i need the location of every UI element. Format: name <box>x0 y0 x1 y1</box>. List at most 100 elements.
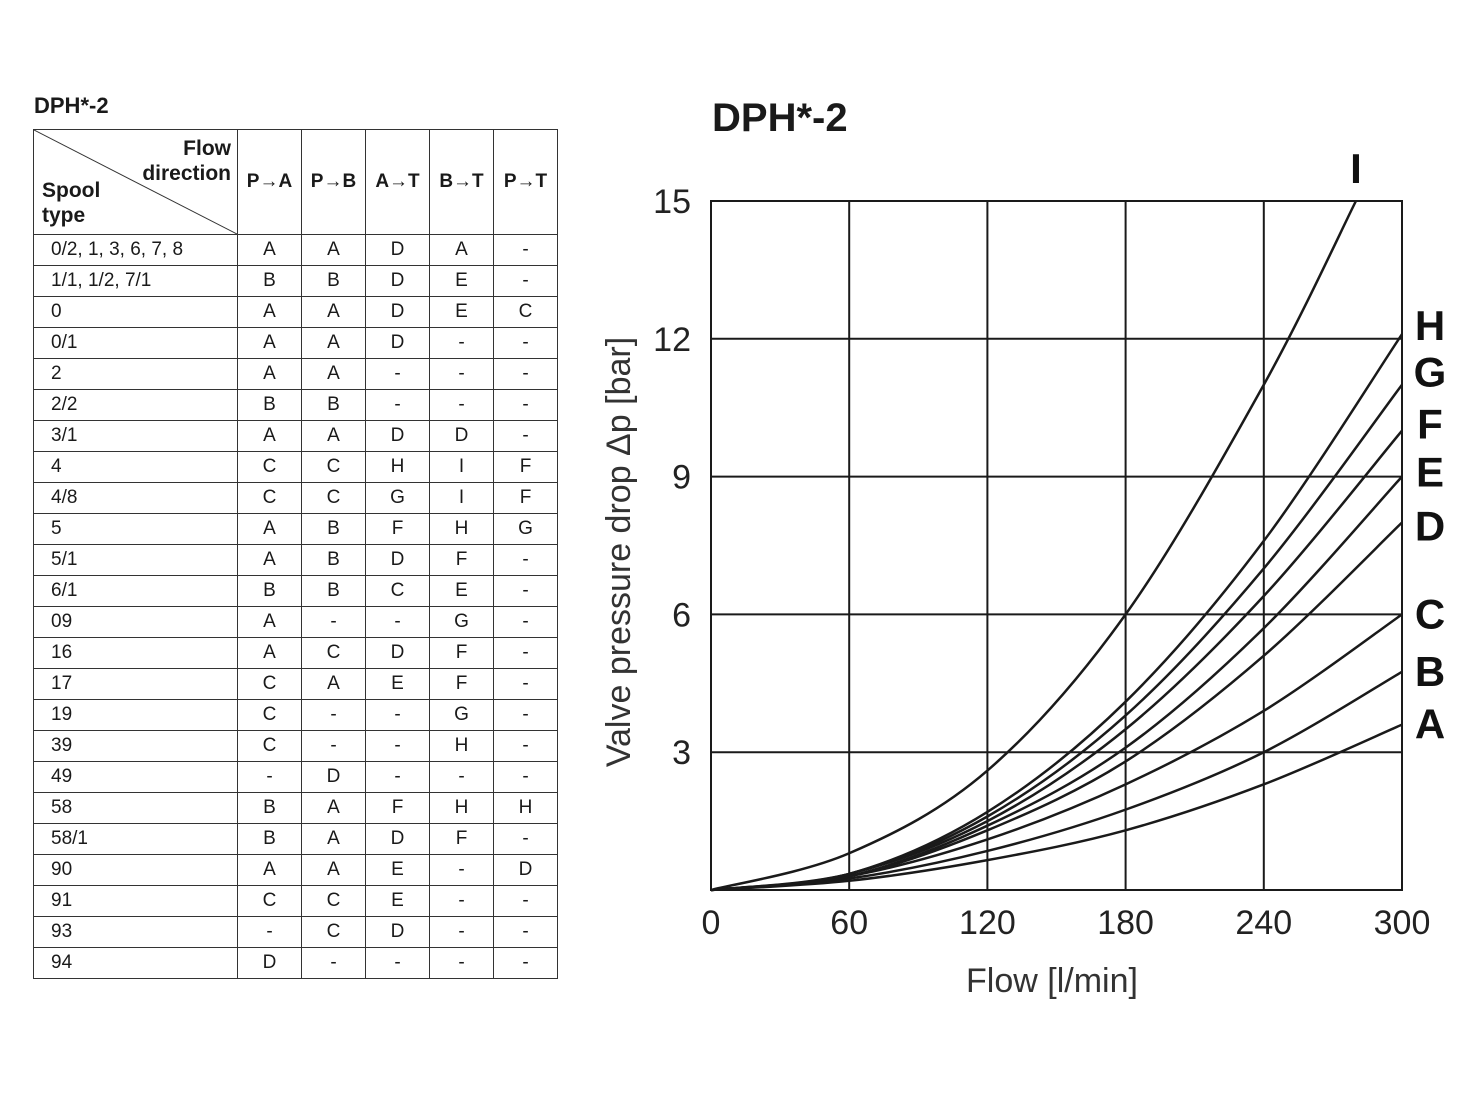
symbol-cell: B <box>237 792 302 824</box>
series-label-b: B <box>1415 648 1445 695</box>
y-tick-label: 12 <box>653 321 691 359</box>
spool-type-cell: 19 <box>33 699 238 731</box>
symbol-cell: D <box>237 947 302 979</box>
curves <box>710 200 1404 892</box>
y-tick-label: 9 <box>672 459 691 497</box>
symbol-cell: - <box>493 668 558 700</box>
symbol-cell: - <box>493 885 558 917</box>
symbol-cell: F <box>493 482 558 514</box>
symbol-cell: D <box>301 761 366 793</box>
spool-label-line2: type <box>42 204 86 227</box>
table-row: 49- D - - - <box>33 761 558 793</box>
series-label-f: F <box>1417 401 1443 448</box>
flow-label-line1: Flow <box>183 137 231 160</box>
series-curve-b <box>710 670 1403 892</box>
symbol-cell: - <box>493 916 558 948</box>
x-tick-label: 240 <box>1235 904 1292 942</box>
table-header-row: Flow direction Spool type P→A P→B A→T B→… <box>33 129 558 235</box>
spool-table: Flow direction Spool type P→A P→B A→T B→… <box>33 129 558 979</box>
symbol-cell: D <box>365 327 430 359</box>
symbol-cell: - <box>365 761 430 793</box>
spool-type-cell: 6/1 <box>33 575 238 607</box>
table-row: 58 B A F H H <box>33 792 558 824</box>
symbol-cell: A <box>301 668 366 700</box>
column-header: A→T <box>365 129 430 235</box>
symbol-cell: C <box>237 730 302 762</box>
flow-direction-label: Flow direction <box>142 136 231 186</box>
series-curve-i <box>710 200 1358 892</box>
table-title: DPH*-2 <box>34 93 109 118</box>
x-tick-label: 60 <box>830 904 868 942</box>
spool-type-cell: 94 <box>33 947 238 979</box>
symbol-cell: A <box>301 823 366 855</box>
spool-type-label: Spool type <box>42 178 100 228</box>
y-tick-label: 15 <box>653 183 691 221</box>
symbol-cell: I <box>429 451 494 483</box>
spool-type-cell: 09 <box>33 606 238 638</box>
symbol-cell: - <box>493 823 558 855</box>
table-row: 58/1 B A D F - <box>33 823 558 855</box>
symbol-cell: E <box>429 575 494 607</box>
series-label-e: E <box>1416 449 1444 496</box>
symbol-cell: B <box>237 823 302 855</box>
symbol-cell: H <box>365 451 430 483</box>
spool-type-cell: 91 <box>33 885 238 917</box>
table-row: 0/1 A A D - - <box>33 327 558 359</box>
symbol-cell: A <box>237 234 302 266</box>
x-tick-label: 120 <box>959 904 1016 942</box>
symbol-cell: A <box>237 420 302 452</box>
tick-labels: 0 60 120 180 240 300 3 6 9 12 15 <box>653 183 1430 942</box>
symbol-cell: - <box>493 327 558 359</box>
symbol-cell: - <box>429 916 494 948</box>
symbol-cell: A <box>237 327 302 359</box>
symbol-cell: A <box>301 420 366 452</box>
symbol-cell: D <box>365 420 430 452</box>
series-label-g: G <box>1414 349 1447 396</box>
symbol-cell: E <box>365 668 430 700</box>
symbol-cell: B <box>301 575 366 607</box>
symbol-cell: - <box>429 761 494 793</box>
symbol-cell: G <box>493 513 558 545</box>
symbol-cell: - <box>365 730 430 762</box>
symbol-cell: - <box>365 699 430 731</box>
symbol-cell: - <box>493 234 558 266</box>
table-row: 5/1 A B D F - <box>33 544 558 576</box>
symbol-cell: B <box>301 513 366 545</box>
symbol-cell: F <box>493 451 558 483</box>
symbol-cell: A <box>237 544 302 576</box>
symbol-cell: - <box>493 544 558 576</box>
series-curve-a <box>710 723 1403 892</box>
series-label-a: A <box>1415 701 1445 748</box>
symbol-cell: G <box>429 606 494 638</box>
symbol-cell: A <box>301 234 366 266</box>
symbol-cell: D <box>365 234 430 266</box>
y-tick-label: 6 <box>672 596 691 634</box>
symbol-cell: B <box>237 575 302 607</box>
series-curve-f <box>710 429 1403 892</box>
table-row: 90 A A E - D <box>33 854 558 886</box>
symbol-cell: C <box>237 451 302 483</box>
series-curve-e <box>710 475 1403 892</box>
series-label-c: C <box>1415 590 1445 637</box>
series-curve-h <box>710 333 1404 892</box>
table-body: 0/2, 1, 3, 6, 7, 8 A A D A -1/1, 1/2, 7/1 B B D E… <box>33 234 558 979</box>
symbol-cell: - <box>493 761 558 793</box>
spool-type-cell: 1/1, 1/2, 7/1 <box>33 265 238 297</box>
symbol-cell: A <box>429 234 494 266</box>
symbol-cell: - <box>429 389 494 421</box>
chart-title: DPH*-2 <box>712 96 848 140</box>
symbol-cell: B <box>301 265 366 297</box>
symbol-cell: C <box>301 916 366 948</box>
x-tick-label: 180 <box>1097 904 1154 942</box>
symbol-cell: - <box>493 265 558 297</box>
symbol-cell: - <box>365 947 430 979</box>
symbol-cell: C <box>301 885 366 917</box>
table-row: 39 C - - H - <box>33 730 558 762</box>
series-label-h: H <box>1415 302 1445 349</box>
spool-type-cell: 17 <box>33 668 238 700</box>
symbol-cell: - <box>429 327 494 359</box>
symbol-cell: - <box>365 389 430 421</box>
